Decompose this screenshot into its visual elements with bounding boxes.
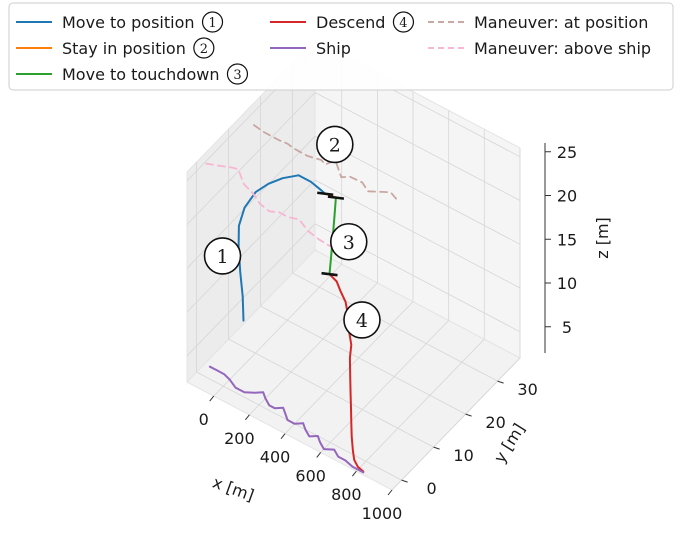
grid-line-x — [320, 110, 450, 453]
grid-line-y — [292, 63, 498, 382]
series-line — [208, 365, 365, 474]
z-tick-label: 15 — [557, 230, 577, 249]
legend-label: Stay in position — [62, 39, 186, 58]
x-tick — [245, 414, 250, 421]
z-tick-label: 20 — [557, 187, 577, 206]
annotation-circle — [343, 301, 381, 339]
y-tick-label: 30 — [517, 380, 537, 399]
x-tick — [209, 395, 215, 402]
annotation-label: 3 — [343, 232, 355, 254]
y-tick — [465, 413, 472, 417]
legend-marker-label: 1 — [208, 16, 216, 31]
x-tick-label: 600 — [295, 466, 326, 485]
x-tick-label: 1000 — [362, 504, 403, 523]
grid-line-x — [356, 129, 485, 472]
legend-frame — [8, 2, 674, 91]
annotation-circle — [203, 237, 242, 275]
grid-line-z — [186, 135, 521, 269]
y-tick — [401, 479, 408, 483]
grid-line-x — [284, 91, 414, 434]
annotation-circle — [329, 222, 368, 261]
y-tick — [497, 380, 504, 384]
series-line — [205, 162, 342, 255]
x-tick — [351, 470, 357, 477]
grid-line-x — [249, 72, 378, 416]
annotation-circle — [316, 125, 354, 164]
legend-label: Move to position — [62, 13, 195, 32]
annotation-label: 4 — [356, 310, 368, 332]
z-tick-label: 10 — [557, 274, 577, 293]
grid-line-z — [186, 223, 521, 357]
z-tick-label: 25 — [557, 143, 577, 162]
legend-item: Move to touchdown 3 — [16, 63, 249, 85]
x-tick — [280, 433, 286, 439]
annotation-3: 3 — [329, 222, 368, 261]
annotations: 1 2 3 4 — [203, 125, 381, 339]
legend-item: Descend 4 — [270, 11, 415, 33]
annotation-4: 4 — [343, 301, 381, 339]
legend-marker-circle — [226, 63, 249, 85]
y-tick-label: 20 — [485, 413, 505, 432]
annotation-label: 1 — [216, 246, 228, 268]
legend-label: Descend — [316, 13, 385, 32]
legend-marker-circle — [392, 11, 415, 33]
grid-line-z — [186, 92, 521, 225]
y-tick-label: 0 — [427, 479, 437, 498]
phase-marker — [321, 271, 338, 277]
legend-marker-label: 2 — [200, 42, 208, 57]
grid-lines — [186, 48, 521, 491]
phase-marker — [317, 191, 334, 197]
annotation-2: 2 — [316, 125, 354, 164]
series-line — [237, 174, 327, 322]
z-axis-label: z [m] — [593, 217, 612, 259]
legend-item: Ship — [270, 39, 351, 58]
legend-marker-circle — [193, 37, 215, 59]
legend-item: Stay in position 2 — [16, 37, 215, 59]
legend-item: Maneuver: above ship — [428, 39, 651, 58]
x-tick-label: 800 — [331, 485, 362, 504]
phase-marker — [327, 195, 345, 200]
legend-item: Maneuver: at position — [428, 13, 648, 32]
x-tick-label: 200 — [224, 429, 255, 448]
y-tick — [433, 446, 440, 450]
series-line — [328, 273, 365, 473]
legend-label: Maneuver: above ship — [474, 39, 651, 58]
x-tick-label: 0 — [199, 410, 209, 429]
y-tick-label: 10 — [453, 446, 473, 465]
legend-label: Maneuver: at position — [474, 13, 648, 32]
grid-line-y — [260, 96, 466, 415]
grid-line-y — [228, 129, 434, 448]
legend: Move to position 1 Stay in position 2 Move t… — [8, 2, 674, 91]
grid-line-x — [391, 148, 521, 491]
legend-marker-circle — [201, 11, 224, 33]
legend-item: Move to position 1 — [16, 11, 224, 33]
x-tick-label: 400 — [260, 448, 291, 467]
legend-label: Ship — [316, 39, 351, 58]
grid-line-y — [196, 162, 402, 481]
legend-marker-label: 3 — [233, 68, 241, 83]
x-tick — [387, 489, 393, 496]
x-axis-label: x [m] — [210, 473, 257, 505]
phase-markers — [317, 191, 345, 277]
annotation-1: 1 — [203, 237, 242, 275]
legend-marker-label: 4 — [399, 16, 407, 31]
grid-line-x — [213, 54, 343, 397]
z-tick-label: 5 — [562, 318, 572, 337]
annotation-label: 2 — [329, 134, 341, 156]
legend-label: Move to touchdown — [62, 65, 219, 84]
x-tick — [316, 452, 322, 458]
